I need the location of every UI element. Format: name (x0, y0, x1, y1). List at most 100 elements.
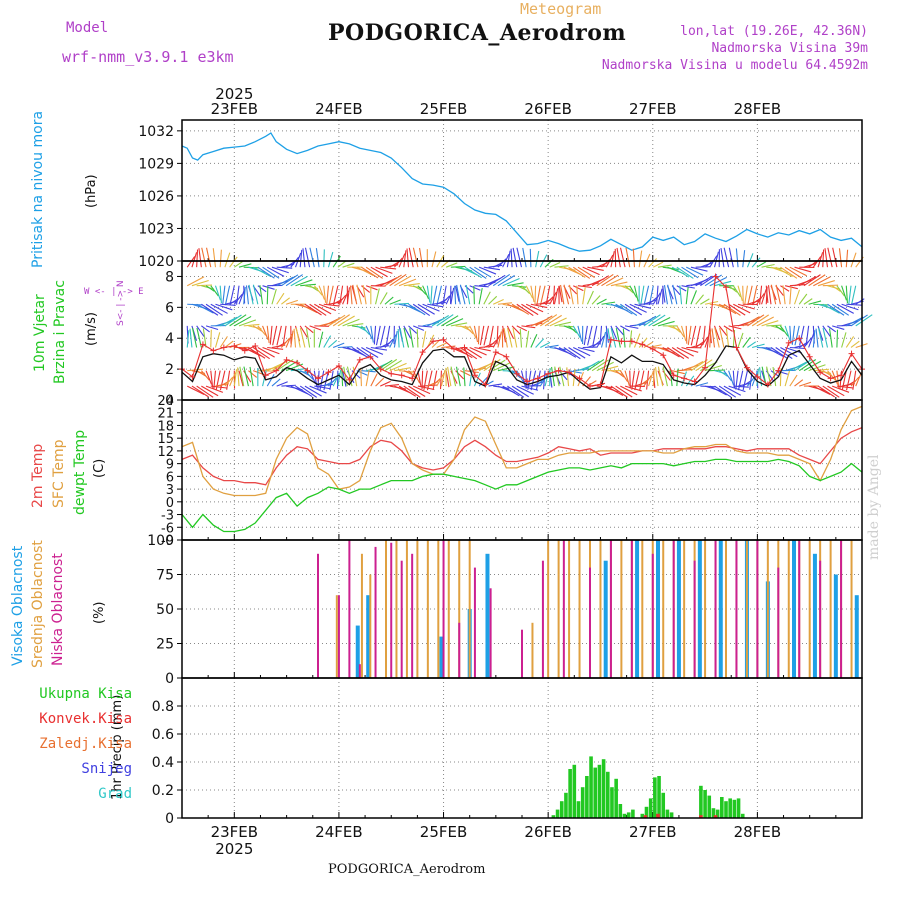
wind-arrow (361, 347, 379, 358)
wind-arrow (662, 347, 680, 358)
legend-freezing-rain: Zaledj.Kisa (39, 736, 132, 752)
wind-arrow (299, 303, 318, 314)
top-day-label: 26FEB (524, 100, 571, 118)
wind-arrow (249, 366, 254, 387)
precip-total-bar (610, 787, 614, 818)
wind-arrow (478, 266, 497, 275)
wind-gust-marker (733, 344, 740, 351)
wind-arrow (497, 366, 515, 372)
wind-arrow (285, 333, 293, 348)
precip-conv-bar (713, 815, 718, 818)
wind-arrow (770, 347, 788, 359)
wind-arrow (492, 335, 501, 348)
wind-arrow (544, 296, 554, 305)
wind-arrow (229, 256, 238, 268)
cloud-high-bar (355, 625, 360, 678)
wind-arrow (477, 325, 480, 345)
wind-arrow (794, 266, 812, 273)
wind-arrow (342, 290, 349, 305)
wind-arrow (238, 370, 244, 387)
wind-arrow (497, 275, 515, 287)
wind-gust-marker (294, 359, 301, 366)
wind-ytick-label: 0 (165, 393, 174, 409)
wind-arrow (855, 372, 862, 387)
wind-arrow (326, 285, 330, 305)
wind-arrow (403, 282, 420, 287)
wind-arrow (300, 283, 316, 287)
cloud-mid-bar (360, 553, 363, 678)
wind-arrow (186, 256, 196, 268)
wind-arrow (186, 330, 190, 348)
wind-arrow (229, 372, 236, 387)
wind-arrow (629, 285, 638, 298)
wind-gust-marker (587, 383, 593, 390)
wind-arrow (822, 325, 831, 337)
wind-arrow (752, 343, 765, 349)
wind-arrow (483, 325, 490, 346)
cloud-mid-bar (458, 540, 461, 678)
wind-arrow (262, 266, 280, 279)
cloud-mid-bar (578, 540, 581, 678)
wind-arrow (238, 263, 252, 268)
wind-arrow (389, 261, 400, 268)
wind-arrow (238, 289, 245, 305)
wind-arrow (403, 327, 410, 348)
wind-gust-marker (660, 352, 667, 359)
wind-arrow (384, 338, 394, 348)
wind-arrow (620, 385, 638, 396)
wind-arrow (657, 366, 664, 387)
wind-arrow (431, 378, 441, 387)
credit-watermark: made by Angel (866, 454, 882, 561)
cloud-low-bar (400, 560, 403, 678)
wind-arrow (591, 295, 601, 305)
wind-arrow (663, 285, 668, 305)
wind-arrow (656, 285, 659, 305)
wind-arrow (742, 316, 760, 327)
wind-arrow (503, 328, 508, 348)
temperature-frame (181, 399, 863, 541)
wind-gust-line (181, 275, 863, 387)
wind-arrow (304, 385, 322, 397)
precip-total-bar (732, 799, 737, 818)
clouds-panel (177, 539, 863, 679)
precipitation-ytick-label: 0.2 (152, 783, 174, 799)
wind-arrow (389, 334, 397, 348)
wind-arrow (836, 329, 839, 348)
wind-arrow (304, 303, 322, 316)
wind-arrow (638, 250, 643, 268)
precip-total-bar (597, 764, 602, 818)
wind-arrow (535, 315, 553, 327)
temperature-ytick-label: 21 (157, 407, 174, 422)
wind-arrow (516, 303, 534, 316)
wind-arrow (384, 274, 402, 287)
wind-arrow (770, 370, 780, 378)
wind-arrow (761, 263, 775, 268)
wind-arrow (210, 385, 227, 389)
temperature-ytick-label: -9 (161, 534, 174, 549)
wind-arrow (846, 380, 856, 387)
precip-total-bar (568, 769, 572, 818)
wind-arrow (440, 370, 446, 387)
wind-arrow (596, 273, 614, 287)
wind-arrow (403, 250, 407, 268)
cloud-mid-bar (426, 540, 429, 678)
wind-arrow (412, 247, 419, 268)
wind-arrow (226, 370, 231, 390)
wind-gust-marker (607, 336, 614, 343)
wind-arrow (488, 339, 498, 348)
wind-arrow (496, 325, 499, 345)
precip-total-bar (576, 801, 581, 818)
wind-arrow (408, 247, 414, 268)
wind-arrow (309, 303, 327, 316)
wind-arrow (205, 385, 224, 393)
wind-arrow (370, 373, 378, 387)
wind-arrow (714, 327, 720, 348)
cloud-low-bar (630, 540, 633, 678)
wind-arrow (196, 249, 199, 268)
temperature-ytick-label: 15 (157, 432, 174, 447)
wind-arrow (502, 278, 520, 287)
wind-arrow (370, 325, 374, 343)
wind-arrow (615, 285, 631, 288)
temp-2m-line (181, 426, 863, 486)
wind-gust-marker (367, 353, 374, 360)
